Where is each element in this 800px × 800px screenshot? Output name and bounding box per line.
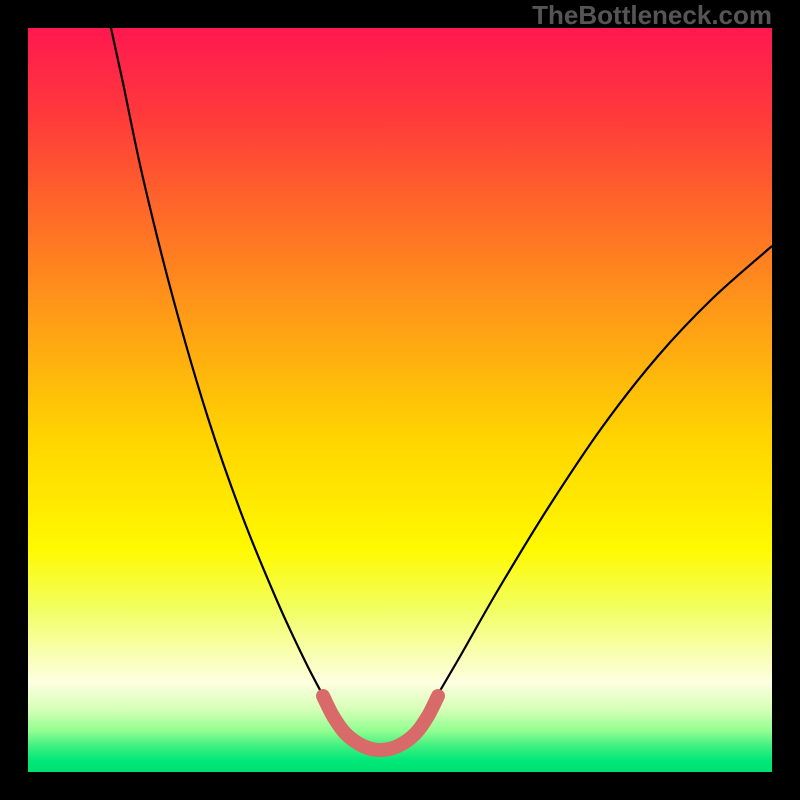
outer-frame: TheBottleneck.com xyxy=(0,0,800,800)
plot-area xyxy=(28,28,772,772)
watermark-text: TheBottleneck.com xyxy=(532,0,772,31)
chart-svg xyxy=(28,28,772,772)
optimal-zone-marker xyxy=(323,696,438,750)
bottleneck-curve xyxy=(111,28,772,701)
